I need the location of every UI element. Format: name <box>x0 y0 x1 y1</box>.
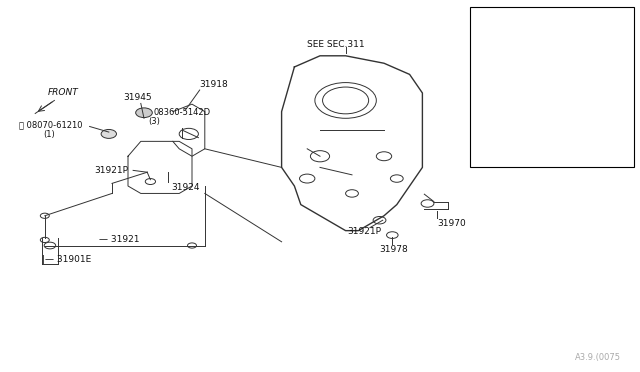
Text: Ⓑ 08070-61210: Ⓑ 08070-61210 <box>19 120 83 129</box>
Text: (3): (3) <box>148 117 161 126</box>
Circle shape <box>40 213 49 218</box>
Circle shape <box>323 87 369 114</box>
Circle shape <box>315 83 376 118</box>
Circle shape <box>373 217 386 224</box>
Text: 31921P: 31921P <box>348 227 381 236</box>
Circle shape <box>40 237 49 243</box>
Circle shape <box>136 108 152 118</box>
Circle shape <box>387 232 398 238</box>
Text: (1): (1) <box>44 130 55 139</box>
Text: 08360-5142D: 08360-5142D <box>154 108 211 117</box>
Circle shape <box>346 190 358 197</box>
Text: — 31921: — 31921 <box>99 235 140 244</box>
Circle shape <box>188 243 196 248</box>
Circle shape <box>300 174 315 183</box>
Bar <box>470 7 634 167</box>
Circle shape <box>179 128 198 140</box>
Text: 31918: 31918 <box>200 80 228 89</box>
Text: SEE SEC.311: SEE SEC.311 <box>307 40 365 49</box>
Circle shape <box>101 129 116 138</box>
Circle shape <box>507 32 517 38</box>
Text: FRONT: FRONT <box>48 88 79 97</box>
Circle shape <box>310 151 330 162</box>
Circle shape <box>485 115 500 124</box>
Text: 31921P: 31921P <box>95 166 129 175</box>
Text: 31978: 31978 <box>380 246 408 254</box>
Text: 31935: 31935 <box>536 139 565 148</box>
Text: A3.9.(0075: A3.9.(0075 <box>575 353 621 362</box>
Circle shape <box>376 152 392 161</box>
Text: 31970: 31970 <box>437 219 466 228</box>
Text: 31945: 31945 <box>123 93 152 102</box>
Text: |— 31901E: |— 31901E <box>42 255 91 264</box>
Circle shape <box>145 179 156 185</box>
Circle shape <box>390 175 403 182</box>
Circle shape <box>498 22 513 31</box>
Text: 31924: 31924 <box>172 183 200 192</box>
Circle shape <box>44 242 56 249</box>
Circle shape <box>421 200 434 207</box>
